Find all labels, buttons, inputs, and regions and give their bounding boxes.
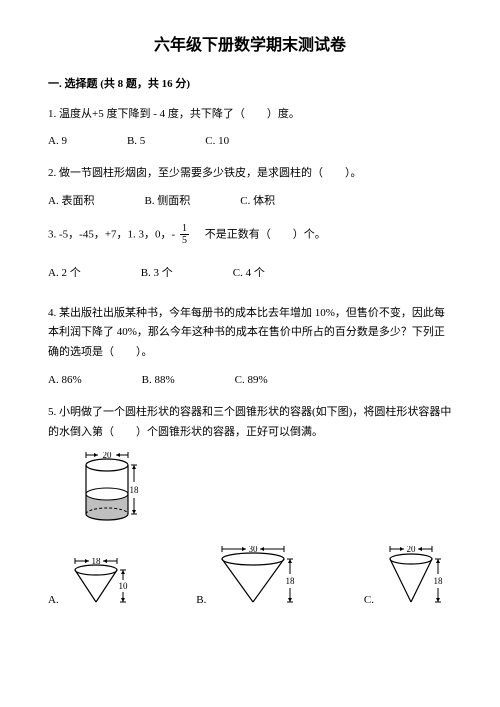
question-4: 4. 某出版社出版某种书，今年每册书的成本比去年增加 10%，但售价不变，因此每… bbox=[48, 304, 452, 391]
q3-fraction: 1 5 bbox=[180, 224, 189, 246]
q3-frac-num: 1 bbox=[180, 224, 189, 235]
cone-figures-row: A. 18 10 B. bbox=[48, 546, 452, 610]
cone-c: C. 20 18 bbox=[364, 546, 452, 610]
cylinder-figure: 20 18 bbox=[68, 452, 452, 530]
coneB-height: 18 bbox=[286, 576, 296, 586]
question-1: 1. 温度从+5 度下降到 - 4 度，共下降了（ ）度。 A. 9 B. 5 … bbox=[48, 105, 452, 153]
page-title: 六年级下册数学期末测试卷 bbox=[48, 32, 452, 61]
q3-text-pre: 3. -5，-45，+7，1. 3，0，- bbox=[48, 228, 178, 240]
cone-b: B. 30 18 bbox=[196, 546, 302, 610]
q5-label-c: C. bbox=[364, 591, 374, 611]
q3-text: 3. -5，-45，+7，1. 3，0，- 1 5 不是正数有（ ）个。 bbox=[48, 224, 452, 246]
q1-text: 1. 温度从+5 度下降到 - 4 度，共下降了（ ）度。 bbox=[48, 105, 452, 125]
q2-option-c: C. 体积 bbox=[240, 192, 275, 212]
q3-frac-den: 5 bbox=[180, 235, 189, 246]
q3-option-a: A. 2 个 bbox=[48, 264, 81, 284]
question-2: 2. 做一节圆柱形烟囱，至少需要多少铁皮，是求圆柱的（ ）。 A. 表面积 B.… bbox=[48, 164, 452, 212]
q3-text-post: 不是正数有（ ）个。 bbox=[194, 228, 326, 240]
q4-option-b: B. 88% bbox=[142, 371, 175, 391]
coneC-height: 18 bbox=[433, 576, 443, 586]
q3-option-b: B. 3 个 bbox=[141, 264, 173, 284]
q4-option-c: C. 89% bbox=[235, 371, 268, 391]
question-5: 5. 小明做了一个圆柱形状的容器和三个圆锥形状的容器(如下图)，将圆柱形状容器中… bbox=[48, 403, 452, 611]
cone-a: A. 18 10 bbox=[48, 558, 135, 610]
q2-option-a: A. 表面积 bbox=[48, 192, 94, 212]
coneC-width: 20 bbox=[406, 546, 416, 554]
question-3: 3. -5，-45，+7，1. 3，0，- 1 5 不是正数有（ ）个。 A. … bbox=[48, 224, 452, 284]
section-header: 一. 选择题 (共 8 题，共 16 分) bbox=[48, 75, 452, 95]
q5-label-b: B. bbox=[196, 591, 206, 611]
q1-option-b: B. 5 bbox=[127, 132, 145, 152]
q1-option-a: A. 9 bbox=[48, 132, 67, 152]
coneA-height: 10 bbox=[118, 581, 128, 591]
q5-label-a: A. bbox=[48, 591, 59, 611]
q2-option-b: B. 侧面积 bbox=[144, 192, 190, 212]
q3-option-c: C. 4 个 bbox=[233, 264, 265, 284]
q1-option-c: C. 10 bbox=[205, 132, 229, 152]
cyl-height-label: 18 bbox=[130, 485, 140, 495]
q4-option-a: A. 86% bbox=[48, 371, 82, 391]
q4-text: 4. 某出版社出版某种书，今年每册书的成本比去年增加 10%，但售价不变，因此每… bbox=[48, 304, 452, 363]
q2-text: 2. 做一节圆柱形烟囱，至少需要多少铁皮，是求圆柱的（ ）。 bbox=[48, 164, 452, 184]
q5-text: 5. 小明做了一个圆柱形状的容器和三个圆锥形状的容器(如下图)，将圆柱形状容器中… bbox=[48, 403, 452, 443]
